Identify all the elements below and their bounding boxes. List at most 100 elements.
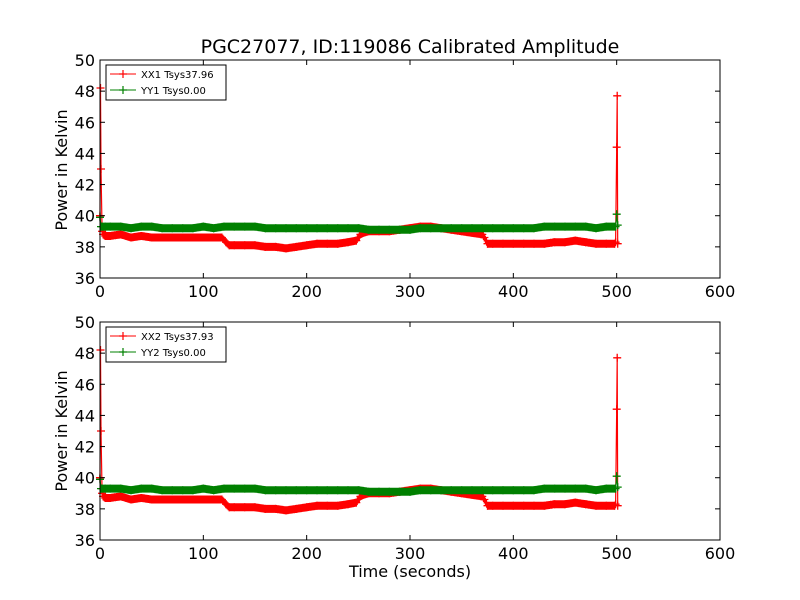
data-point-marker — [530, 239, 538, 248]
data-point-marker — [457, 486, 466, 495]
data-point-marker — [540, 222, 549, 231]
x-tick-label: 400 — [498, 544, 529, 563]
legend-box — [105, 64, 227, 101]
data-point-marker — [240, 222, 249, 231]
data-point-marker — [116, 222, 125, 231]
data-point-marker — [352, 498, 361, 507]
data-point-marker — [478, 486, 487, 495]
data-point-marker — [519, 501, 528, 510]
data-point-marker — [385, 225, 394, 234]
y-tick-label: 42 — [75, 176, 95, 195]
data-point-marker — [592, 486, 600, 495]
data-point-marker — [271, 486, 280, 495]
data-point-marker — [116, 492, 125, 501]
data-point-marker — [292, 242, 301, 251]
data-point-marker — [509, 501, 518, 510]
data-point-marker — [499, 501, 507, 510]
x-tick-label: 300 — [395, 282, 426, 301]
data-point-marker — [251, 241, 259, 250]
data-point-marker — [447, 224, 456, 233]
data-point-marker — [313, 501, 321, 510]
data-point-marker — [282, 506, 290, 515]
data-point-marker — [106, 232, 115, 240]
data-point-marker — [571, 222, 580, 231]
data-point-marker — [530, 224, 538, 233]
data-point-marker — [230, 222, 239, 231]
legend-marker-green — [119, 86, 127, 94]
data-point-marker — [561, 222, 569, 231]
data-point-marker — [530, 501, 538, 510]
data-point-marker — [602, 239, 611, 248]
data-point-marker — [261, 504, 270, 513]
data-point-marker — [220, 484, 228, 493]
data-point-marker — [137, 232, 146, 240]
ticks-layer: 0 100 200 300 400 500 600 36 38 40 42 44 46 48 50 — [75, 313, 736, 563]
data-point-marker — [261, 486, 270, 495]
legend: XX1 Tsys37.96 YY1 Tsys0.00 — [105, 64, 227, 101]
data-point-marker — [499, 224, 507, 233]
y-tick-label: 50 — [75, 51, 95, 70]
data-point-marker — [540, 239, 549, 248]
data-point-marker — [344, 500, 352, 509]
data-point-marker — [271, 242, 280, 251]
data-point-marker — [333, 239, 342, 248]
x-tick-label: 500 — [601, 282, 632, 301]
data-point-marker — [352, 236, 361, 245]
y-axis-label: Power in Kelvin — [52, 109, 71, 230]
data-point-marker — [581, 484, 590, 493]
data-point-marker — [168, 495, 177, 504]
data-point-marker — [251, 484, 259, 493]
data-point-marker — [199, 222, 208, 231]
data-point-marker — [127, 224, 135, 233]
data-point-marker — [116, 230, 125, 239]
data-point-marker — [550, 238, 559, 247]
y-tick-label: 48 — [75, 82, 95, 101]
data-point-marker — [364, 225, 373, 234]
data-point-marker — [530, 486, 538, 495]
x-tick-label: 100 — [188, 544, 219, 563]
data-point-marker — [488, 486, 497, 495]
data-point-marker — [137, 484, 146, 493]
data-point-marker — [571, 498, 580, 507]
data-point-marker — [217, 495, 226, 504]
data-point-marker — [302, 224, 311, 233]
data-point-marker — [127, 495, 135, 504]
data-point-marker — [437, 486, 445, 495]
data-point-marker — [395, 487, 404, 496]
data-point-marker — [426, 224, 435, 233]
data-point-marker — [613, 239, 622, 248]
data-point-marker — [178, 486, 187, 495]
data-point-marker — [612, 472, 621, 481]
legend-label-yy1: YY1 Tsys0.00 — [140, 86, 206, 97]
data-point-marker — [292, 504, 301, 513]
data-point-marker — [251, 503, 259, 512]
legend: XX2 Tsys37.93 YY2 Tsys0.00 — [105, 326, 227, 363]
data-point-marker — [323, 501, 332, 510]
data-point-marker — [230, 484, 239, 493]
data-point-marker — [271, 504, 280, 513]
data-point-marker — [592, 239, 600, 248]
data-point-marker — [137, 494, 146, 502]
data-point-marker — [106, 494, 115, 502]
data-point-marker — [509, 486, 518, 495]
x-tick-label: 0 — [95, 544, 105, 563]
data-point-marker — [147, 495, 156, 504]
data-point-marker — [540, 501, 549, 510]
x-tick-label: 0 — [95, 282, 105, 301]
legend-label-yy2: YY2 Tsys0.00 — [140, 348, 206, 359]
data-point-marker — [106, 484, 115, 493]
data-point-marker — [499, 486, 507, 495]
data-point-marker — [447, 486, 456, 495]
series-layer — [96, 346, 622, 515]
data-point-marker — [209, 486, 218, 495]
data-point-marker — [302, 241, 311, 250]
y-tick-label: 50 — [75, 313, 95, 332]
data-point-marker — [468, 486, 476, 495]
data-point-marker — [189, 495, 197, 504]
data-point-marker — [217, 233, 226, 242]
data-point-marker — [168, 233, 177, 242]
x-tick-label: 200 — [291, 282, 322, 301]
data-point-marker — [613, 91, 622, 100]
legend-marker-green — [119, 348, 127, 356]
